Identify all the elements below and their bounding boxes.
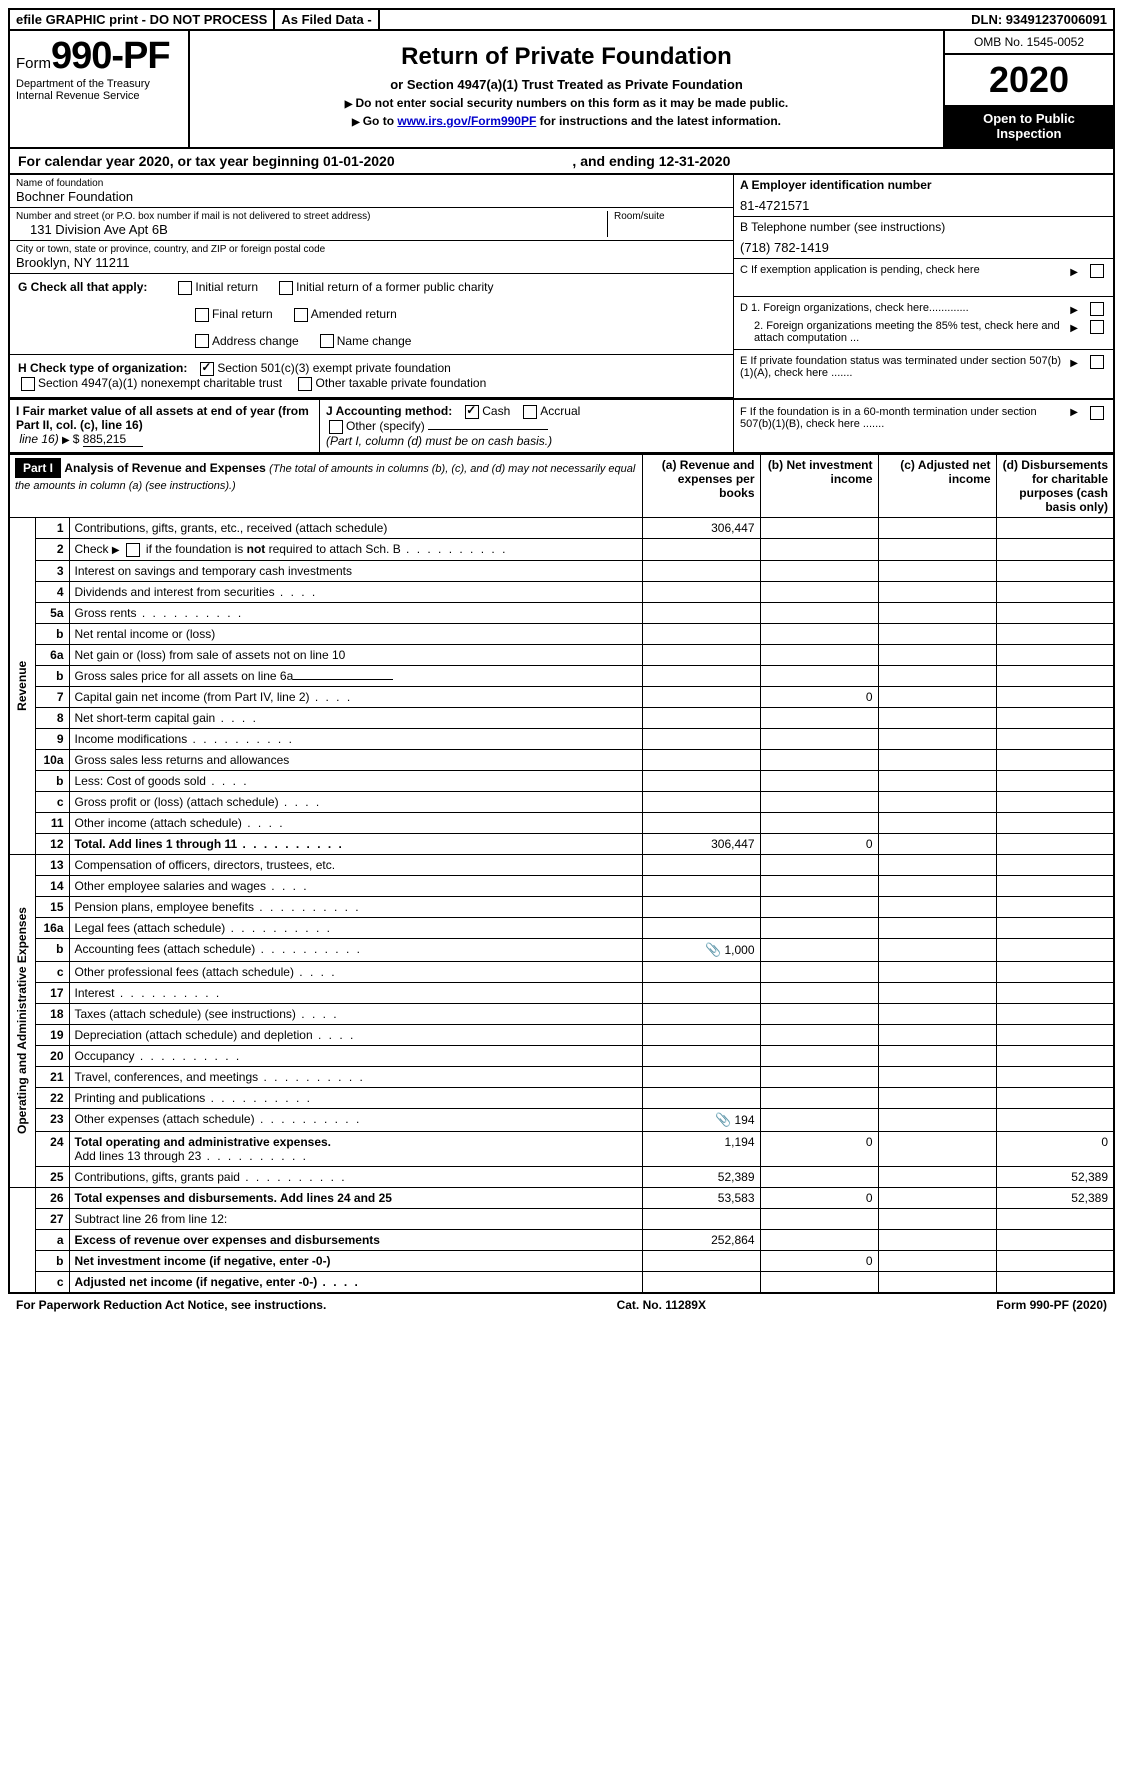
tax-year: 2020 (945, 55, 1113, 105)
paperclip-icon[interactable]: 📎 (705, 942, 721, 957)
footer: For Paperwork Reduction Act Notice, see … (8, 1294, 1115, 1316)
d1-checkbox[interactable] (1090, 302, 1104, 316)
header: Form990-PF Department of the Treasury In… (8, 31, 1115, 149)
col-a-header: (a) Revenue and expenses per books (642, 454, 760, 517)
name-label: Name of foundation (16, 178, 727, 189)
dln-label: DLN: 93491237006091 (965, 10, 1113, 29)
header-right: OMB No. 1545-0052 2020 Open to Public In… (943, 31, 1113, 147)
ein-label: A Employer identification number (740, 178, 1107, 192)
irs-link[interactable]: www.irs.gov/Form990PF (397, 114, 536, 128)
tel-label: B Telephone number (see instructions) (740, 220, 1107, 234)
footer-left: For Paperwork Reduction Act Notice, see … (16, 1298, 326, 1312)
j-label: J Accounting method: (326, 404, 452, 418)
h-label: H Check type of organization: (18, 361, 187, 375)
room-label: Room/suite (614, 211, 727, 222)
note-goto-pre: Go to (363, 114, 398, 128)
arrow-icon (345, 96, 356, 110)
c-label: C If exemption application is pending, c… (740, 264, 1064, 276)
arrow-icon (352, 114, 363, 128)
footer-mid: Cat. No. 11289X (617, 1298, 706, 1312)
e-checkbox[interactable] (1090, 355, 1104, 369)
street-address: 131 Division Ave Apt 6B (16, 222, 607, 237)
col-c-header: (c) Adjusted net income (878, 454, 996, 517)
d1-label: D 1. Foreign organizations, check here..… (740, 302, 1064, 314)
address-change-checkbox[interactable] (195, 334, 209, 348)
j-cell: J Accounting method: Cash Accrual Other … (320, 400, 733, 452)
name-change-checkbox[interactable] (320, 334, 334, 348)
501c3-checkbox[interactable] (200, 362, 214, 376)
i-label: I Fair market value of all assets at end… (16, 404, 309, 432)
info-section: Name of foundation Bochner Foundation Nu… (8, 175, 1115, 400)
cash-checkbox[interactable] (465, 405, 479, 419)
calendar-year-row: For calendar year 2020, or tax year begi… (8, 149, 1115, 175)
revenue-sidebar: Revenue (9, 517, 35, 854)
open-inspection: Open to Public Inspection (945, 105, 1113, 147)
foundation-name: Bochner Foundation (16, 189, 727, 204)
col-d-header: (d) Disbursements for charitable purpose… (996, 454, 1114, 517)
accrual-checkbox[interactable] (523, 405, 537, 419)
fmv-value: 885,215 (83, 432, 143, 447)
d2-checkbox[interactable] (1090, 320, 1104, 334)
cal-begin: 01-01-2020 (323, 153, 395, 169)
form-subtitle: or Section 4947(a)(1) Trust Treated as P… (196, 77, 937, 92)
other-taxable-checkbox[interactable] (298, 377, 312, 391)
omb-number: OMB No. 1545-0052 (945, 31, 1113, 55)
part1-table: Part I Analysis of Revenue and Expenses … (8, 454, 1115, 1294)
header-mid: Return of Private Foundation or Section … (190, 31, 943, 147)
tel-value: (718) 782-1419 (740, 234, 1107, 255)
city-label: City or town, state or province, country… (16, 244, 727, 255)
j-note: (Part I, column (d) must be on cash basi… (326, 434, 552, 448)
part1-heading: Analysis of Revenue and Expenses (64, 461, 265, 475)
efile-label: efile GRAPHIC print - DO NOT PROCESS (10, 10, 275, 29)
ein-value: 81-4721571 (740, 192, 1107, 213)
footer-right: Form 990-PF (2020) (996, 1298, 1107, 1312)
d2-label: 2. Foreign organizations meeting the 85%… (740, 320, 1064, 344)
top-bar: efile GRAPHIC print - DO NOT PROCESS As … (8, 8, 1115, 31)
4947-checkbox[interactable] (21, 377, 35, 391)
expenses-sidebar: Operating and Administrative Expenses (9, 854, 35, 1187)
f-label: F If the foundation is in a 60-month ter… (740, 406, 1064, 430)
e-label: E If private foundation status was termi… (740, 355, 1064, 379)
addr-label: Number and street (or P.O. box number if… (16, 211, 607, 222)
initial-return-checkbox[interactable] (178, 281, 192, 295)
header-left: Form990-PF Department of the Treasury In… (10, 31, 190, 147)
note-goto-post: for instructions and the latest informat… (536, 114, 781, 128)
section-g: G Check all that apply: Initial return I… (10, 274, 733, 355)
g-label: G Check all that apply: (18, 280, 147, 294)
form-title: Return of Private Foundation (196, 43, 937, 71)
initial-former-checkbox[interactable] (279, 281, 293, 295)
other-method-checkbox[interactable] (329, 420, 343, 434)
f-checkbox[interactable] (1090, 406, 1104, 420)
cal-pre: For calendar year 2020, or tax year begi… (18, 153, 323, 169)
asfiled-label: As Filed Data - (275, 10, 379, 29)
irs-label: Internal Revenue Service (16, 90, 182, 102)
ij-section: I Fair market value of all assets at end… (8, 400, 1115, 454)
i-cell: I Fair market value of all assets at end… (10, 400, 320, 452)
paperclip-icon[interactable]: 📎 (715, 1112, 731, 1127)
cal-end: 12-31-2020 (659, 153, 731, 169)
amended-return-checkbox[interactable] (294, 308, 308, 322)
part1-badge: Part I (15, 458, 61, 478)
form-prefix: Form (16, 55, 51, 72)
dept-label: Department of the Treasury (16, 78, 182, 90)
note-ssn: Do not enter social security numbers on … (355, 96, 788, 110)
city-value: Brooklyn, NY 11211 (16, 255, 727, 270)
c-checkbox[interactable] (1090, 264, 1104, 278)
form-page: efile GRAPHIC print - DO NOT PROCESS As … (0, 0, 1123, 1324)
col-b-header: (b) Net investment income (760, 454, 878, 517)
section-h: H Check type of organization: Section 50… (10, 355, 733, 398)
f-cell: F If the foundation is in a 60-month ter… (733, 400, 1113, 452)
cal-mid: , and ending (572, 153, 658, 169)
final-return-checkbox[interactable] (195, 308, 209, 322)
schb-checkbox[interactable] (126, 543, 140, 557)
form-number: 990-PF (51, 35, 170, 77)
